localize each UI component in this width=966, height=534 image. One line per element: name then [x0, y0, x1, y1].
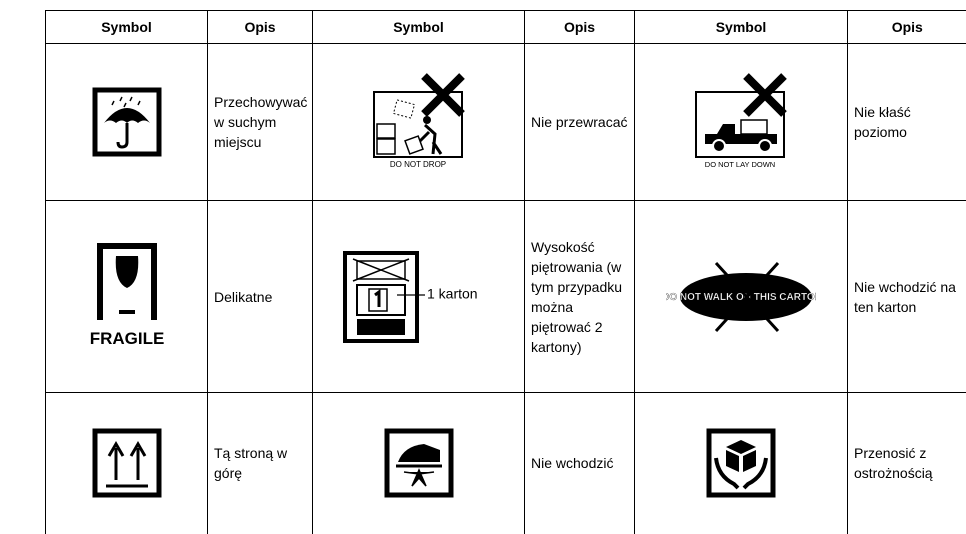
symbol-cell: DO NOT DROP [313, 44, 525, 201]
header-cell: Symbol [635, 11, 848, 44]
do-not-step-icon [384, 428, 454, 498]
description: Przenosić z ostrożnością [848, 393, 966, 534]
symbol-table: Symbol Opis Symbol Opis Symbol Opis Prze… [45, 10, 966, 534]
row: Przechowywać w suchym miejscu DO NOT DRO… [46, 44, 966, 201]
symbol-cell [635, 393, 848, 534]
description: Nie wchodzić na ten karton [848, 201, 966, 393]
description: Delikatne [208, 201, 313, 393]
icon-text: DO NOT WALK ON THIS CARTON [666, 292, 816, 303]
description: Wysokość piętrowania (w tym przypadku mo… [525, 201, 635, 393]
header-cell: Symbol [313, 11, 525, 44]
symbol-cell: FRAGILE [46, 201, 208, 393]
row: Tą stroną w górę Nie wchodzić Przeno [46, 393, 966, 534]
header-cell: Opis [208, 11, 313, 44]
icon-text: 1 karton [427, 285, 478, 301]
symbol-cell [46, 393, 208, 534]
description: Przechowywać w suchym miejscu [208, 44, 313, 201]
symbol-cell [46, 44, 208, 201]
stacking-limit-icon: 1 karton [339, 247, 499, 347]
this-side-up-icon [92, 428, 162, 498]
icon-text: DO NOT DROP [389, 160, 445, 169]
row: FRAGILE Delikatne 1 karton Wysokość pięt… [46, 201, 966, 393]
description: Nie przewracać [525, 44, 635, 201]
header-cell: Opis [525, 11, 635, 44]
handle-with-care-icon [706, 428, 776, 498]
keep-dry-icon [92, 87, 162, 157]
symbol-cell: 1 karton [313, 201, 525, 393]
symbol-cell: DO NOT WALK ON THIS CARTON [635, 201, 848, 393]
header-cell: Symbol [46, 11, 208, 44]
do-not-lay-down-icon: DO NOT LAY DOWN [691, 72, 791, 172]
fragile-icon: FRAGILE [86, 242, 168, 352]
description: Nie wchodzić [525, 393, 635, 534]
description: Nie kłaść poziomo [848, 44, 966, 201]
header-cell: Opis [848, 11, 966, 44]
symbol-cell: DO NOT LAY DOWN [635, 44, 848, 201]
symbol-cell [313, 393, 525, 534]
header-row: Symbol Opis Symbol Opis Symbol Opis [46, 11, 966, 44]
description: Tą stroną w górę [208, 393, 313, 534]
do-not-drop-icon: DO NOT DROP [369, 72, 469, 172]
do-not-walk-icon: DO NOT WALK ON THIS CARTON [666, 257, 816, 337]
icon-text: FRAGILE [89, 329, 164, 348]
icon-text: DO NOT LAY DOWN [705, 160, 775, 169]
